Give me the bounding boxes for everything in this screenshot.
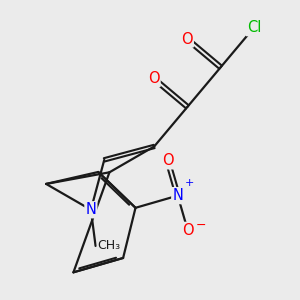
Text: N: N: [172, 188, 183, 203]
Text: O: O: [181, 32, 193, 46]
Text: Cl: Cl: [247, 20, 261, 35]
Text: O: O: [182, 223, 194, 238]
Text: O: O: [148, 71, 160, 86]
Text: O: O: [162, 153, 173, 168]
Text: −: −: [195, 219, 206, 232]
Text: N: N: [85, 202, 96, 217]
Text: +: +: [185, 178, 195, 188]
Text: CH₃: CH₃: [98, 239, 121, 253]
